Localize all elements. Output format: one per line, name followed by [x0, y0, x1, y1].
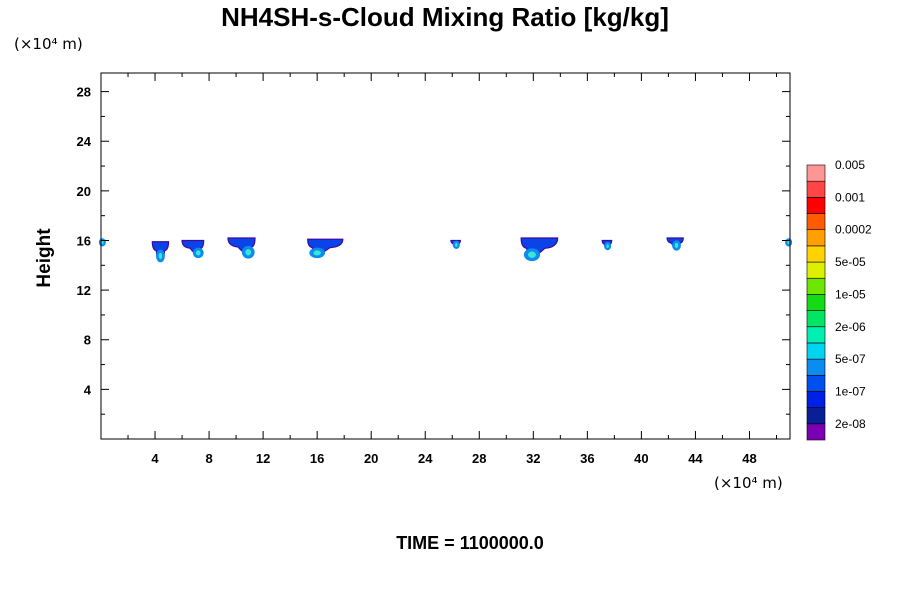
cloud-patch-core — [787, 240, 790, 245]
x-tick-label: 24 — [418, 451, 433, 466]
colorbar-label: 5e-07 — [835, 352, 866, 366]
colorbar-swatch — [806, 213, 826, 231]
y-tick-label: 4 — [84, 382, 92, 397]
colorbar-swatch — [806, 342, 826, 360]
colorbar-swatch — [806, 391, 826, 408]
x-tick-label: 44 — [688, 451, 703, 466]
colorbar-label: 1e-05 — [835, 287, 866, 301]
cloud-patch-core — [455, 242, 458, 247]
cloud-patch-core — [606, 244, 609, 248]
x-tick-label: 8 — [205, 451, 212, 466]
colorbar-label: 0.0002 — [835, 223, 872, 237]
colorbar-label: 2e-08 — [835, 417, 866, 431]
colorbar-label: 0.005 — [835, 158, 865, 172]
x-tick-label: 12 — [256, 451, 270, 466]
colorbar-swatch — [806, 229, 826, 247]
chart-title: NH4SH-s-Cloud Mixing Ratio [kg/kg] — [221, 2, 669, 32]
y-tick-label: 28 — [77, 85, 91, 100]
cloud-patch-core — [245, 249, 252, 256]
x-tick-label: 36 — [580, 451, 594, 466]
colorbar-swatch — [806, 326, 826, 344]
x-tick-label: 48 — [742, 451, 756, 466]
cloud-patch — [181, 239, 205, 259]
colorbar-swatch — [806, 374, 826, 392]
colorbar-swatch — [806, 164, 826, 182]
colorbar-swatch — [806, 180, 826, 198]
cloud-patch-core — [313, 250, 321, 256]
cloud-patch — [666, 237, 684, 251]
cloud-patch — [98, 238, 106, 247]
x-tick-label: 4 — [151, 451, 159, 466]
colorbar: 2e-08 1e-07 5e-07 2e-06 1e-05 5e-05 0.0002 0.00… — [806, 158, 872, 441]
cloud-patch-core — [158, 252, 163, 260]
colorbar-swatch — [806, 423, 826, 441]
x-tick-label: 16 — [310, 451, 324, 466]
cloud-patch — [450, 239, 461, 249]
cloud-patch-core — [674, 242, 679, 248]
y-tick-label: 8 — [84, 333, 91, 348]
x-tick-label: 32 — [526, 451, 540, 466]
x-axis-unit: (×10⁴ m) — [714, 474, 783, 492]
colorbar-swatch — [806, 245, 826, 263]
x-tick-label: 28 — [472, 451, 486, 466]
y-axis-label: Height — [34, 228, 55, 288]
colorbar-label: 5e-05 — [835, 255, 866, 269]
time-label: TIME = 1100000.0 — [396, 533, 544, 553]
y-tick-label: 16 — [77, 233, 91, 248]
colorbar-swatch — [806, 310, 826, 328]
y-tick-label: 12 — [77, 283, 91, 298]
colorbar-swatch — [806, 277, 826, 295]
cloud-patch — [601, 239, 613, 251]
cloud-patch — [785, 238, 793, 247]
plot-frame — [100, 72, 791, 440]
colorbar-swatch — [806, 294, 826, 311]
y-axis-unit: (×10⁴ m) — [14, 35, 83, 53]
cloud-patch — [151, 241, 170, 263]
cloud-patch-core — [528, 251, 536, 258]
colorbar-label: 0.001 — [835, 190, 865, 204]
y-tick-label: 24 — [77, 134, 92, 149]
x-tick-label: 20 — [364, 451, 378, 466]
cloud-patch-core — [195, 250, 201, 256]
colorbar-swatch — [806, 261, 826, 279]
cloud-patch — [520, 237, 559, 262]
y-tick-label: 20 — [77, 184, 91, 199]
x-tick-label: 40 — [634, 451, 648, 466]
colorbar-label: 2e-06 — [835, 320, 866, 334]
cloud-patch-core — [101, 240, 104, 245]
cloud-patch — [227, 237, 256, 259]
colorbar-swatch — [806, 197, 826, 214]
colorbar-swatch — [806, 358, 826, 376]
cloud-patch — [307, 238, 344, 259]
colorbar-swatch — [806, 407, 826, 425]
colorbar-label: 1e-07 — [835, 384, 866, 398]
